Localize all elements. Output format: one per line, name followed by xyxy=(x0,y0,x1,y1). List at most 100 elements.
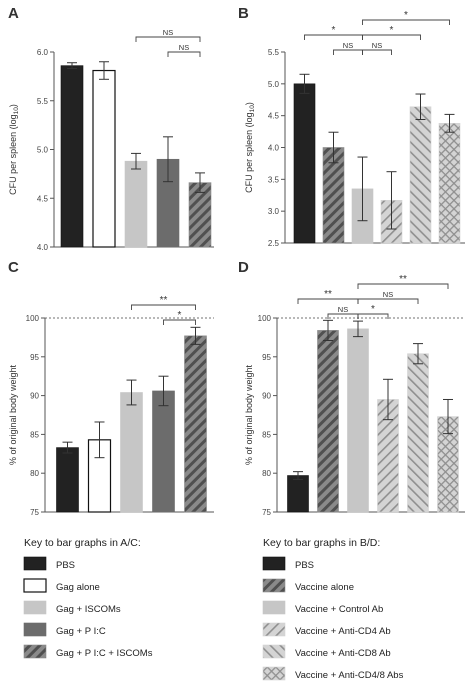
bracket-label: NS xyxy=(343,41,353,50)
key-swatch xyxy=(23,622,47,637)
y-tick-label: 5.0 xyxy=(268,80,280,89)
y-tick-label: 5.0 xyxy=(37,146,49,155)
bracket-line xyxy=(333,49,363,55)
y-axis-label-close: ) xyxy=(8,104,18,107)
bracket-label: * xyxy=(332,25,336,36)
y-tick-label: 95 xyxy=(262,353,271,362)
bar xyxy=(438,123,461,244)
y-axis-label: CFU per spleen (log10) xyxy=(244,102,256,193)
key-swatch xyxy=(262,622,286,637)
significance-bracket: * xyxy=(362,25,421,40)
bracket-label: NS xyxy=(163,28,173,37)
y-tick-label: 4.5 xyxy=(268,112,280,121)
bar xyxy=(124,160,148,248)
y-tick-label: 4.5 xyxy=(37,194,49,203)
y-tick-label: 75 xyxy=(30,508,39,517)
key-title: Key to bar graphs in A/C: xyxy=(24,537,141,549)
key-swatch xyxy=(23,600,47,615)
key-swatch xyxy=(23,644,47,659)
y-tick-label: 75 xyxy=(262,508,271,517)
y-axis-label-main: CFU per spleen (log xyxy=(8,114,18,195)
bracket-label: * xyxy=(371,304,375,315)
key-label: PBS xyxy=(295,560,314,571)
key-label: Vaccine + Anti-CD4 Ab xyxy=(295,626,391,637)
bracket-label: * xyxy=(390,25,394,36)
key-swatch xyxy=(262,578,286,593)
y-tick-label: 4.0 xyxy=(37,243,49,252)
bar xyxy=(56,447,79,513)
y-axis-label-sub: 10 xyxy=(249,105,256,113)
key-label: Vaccine alone xyxy=(295,582,354,593)
key-label: Vaccine + Control Ab xyxy=(295,604,383,615)
significance-bracket: * xyxy=(304,25,363,40)
bracket-label: NS xyxy=(383,290,393,299)
panel-c: C 75 80 85 90 95 100 % of original body weight *… xyxy=(8,259,214,517)
y-tick-label: 80 xyxy=(30,469,39,478)
significance-bracket: NS xyxy=(167,43,201,57)
y-tick-label: 5.5 xyxy=(37,97,49,106)
keys-layer: Key to bar graphs in A/C: PBS Gag alone Gag… xyxy=(23,537,404,681)
bracket-line xyxy=(362,34,421,40)
significance-bracket: ** xyxy=(297,289,359,304)
bracket-label: NS xyxy=(372,41,382,50)
bar xyxy=(287,475,309,513)
significance-bracket: NS xyxy=(362,41,392,55)
bracket-line xyxy=(357,283,449,289)
significance-bracket: NS xyxy=(357,290,419,304)
y-tick-label: 90 xyxy=(30,392,39,401)
panel-letter: C xyxy=(8,259,19,276)
bar xyxy=(60,65,84,248)
panel-b: B 2.5 3.0 3.5 4.0 4.5 5.0 5.5 CFU per spleen (lo… xyxy=(238,5,465,248)
bracket-label: ** xyxy=(399,274,407,285)
bracket-line xyxy=(135,36,201,42)
significance-bracket: * xyxy=(362,10,450,25)
y-tick-label: 100 xyxy=(26,314,40,323)
bracket-line xyxy=(362,19,450,25)
bracket-line xyxy=(362,49,392,55)
bracket-label: * xyxy=(178,310,182,321)
bracket-label: NS xyxy=(338,305,348,314)
bracket-line xyxy=(131,304,196,310)
y-axis-label: CFU per spleen (log10) xyxy=(8,104,20,195)
bracket-line xyxy=(167,51,201,57)
y-axis-label: % of original body weight xyxy=(244,364,254,465)
key-label: Gag alone xyxy=(56,582,100,593)
significance-bracket: * xyxy=(163,310,196,325)
y-axis-label: % of original body weight xyxy=(8,364,18,465)
bar xyxy=(317,330,339,513)
bracket-label: ** xyxy=(160,295,168,306)
bracket-label: ** xyxy=(324,289,332,300)
bar xyxy=(120,392,143,513)
significance-bracket: * xyxy=(357,304,389,319)
key-ac: Key to bar graphs in A/C: PBS Gag alone Gag… xyxy=(23,537,153,659)
key-label: Gag + P I:C + ISCOMs xyxy=(56,648,153,659)
bracket-label: * xyxy=(404,10,408,21)
key-label: PBS xyxy=(56,560,75,571)
key-swatch xyxy=(262,556,286,571)
bracket-line xyxy=(357,298,419,304)
y-tick-label: 100 xyxy=(258,314,272,323)
panel-letter: B xyxy=(238,5,249,22)
key-bd: Key to bar graphs in B/D: PBS Vaccine alon… xyxy=(262,537,404,681)
significance-bracket: ** xyxy=(131,295,196,310)
bar xyxy=(92,69,116,248)
significance-bracket: NS xyxy=(327,305,359,319)
key-label: Gag + P I:C xyxy=(56,626,106,637)
key-title: Key to bar graphs in B/D: xyxy=(263,537,380,549)
bracket-label: NS xyxy=(179,43,189,52)
key-swatch xyxy=(262,666,286,681)
significance-bracket: NS xyxy=(333,41,363,55)
bar xyxy=(409,106,432,244)
significance-bracket: ** xyxy=(357,274,449,289)
y-tick-label: 6.0 xyxy=(37,48,49,57)
key-label: Vaccine + Anti-CD4/8 Abs xyxy=(295,670,404,681)
panel-a: A 4.0 4.5 5.0 5.5 6.0 CFU per spleen (log10) NS… xyxy=(8,5,214,252)
key-swatch xyxy=(23,578,47,593)
y-tick-label: 85 xyxy=(262,430,271,439)
bar xyxy=(184,335,207,513)
y-tick-label: 80 xyxy=(262,469,271,478)
y-tick-label: 2.5 xyxy=(268,239,280,248)
key-swatch xyxy=(262,644,286,659)
